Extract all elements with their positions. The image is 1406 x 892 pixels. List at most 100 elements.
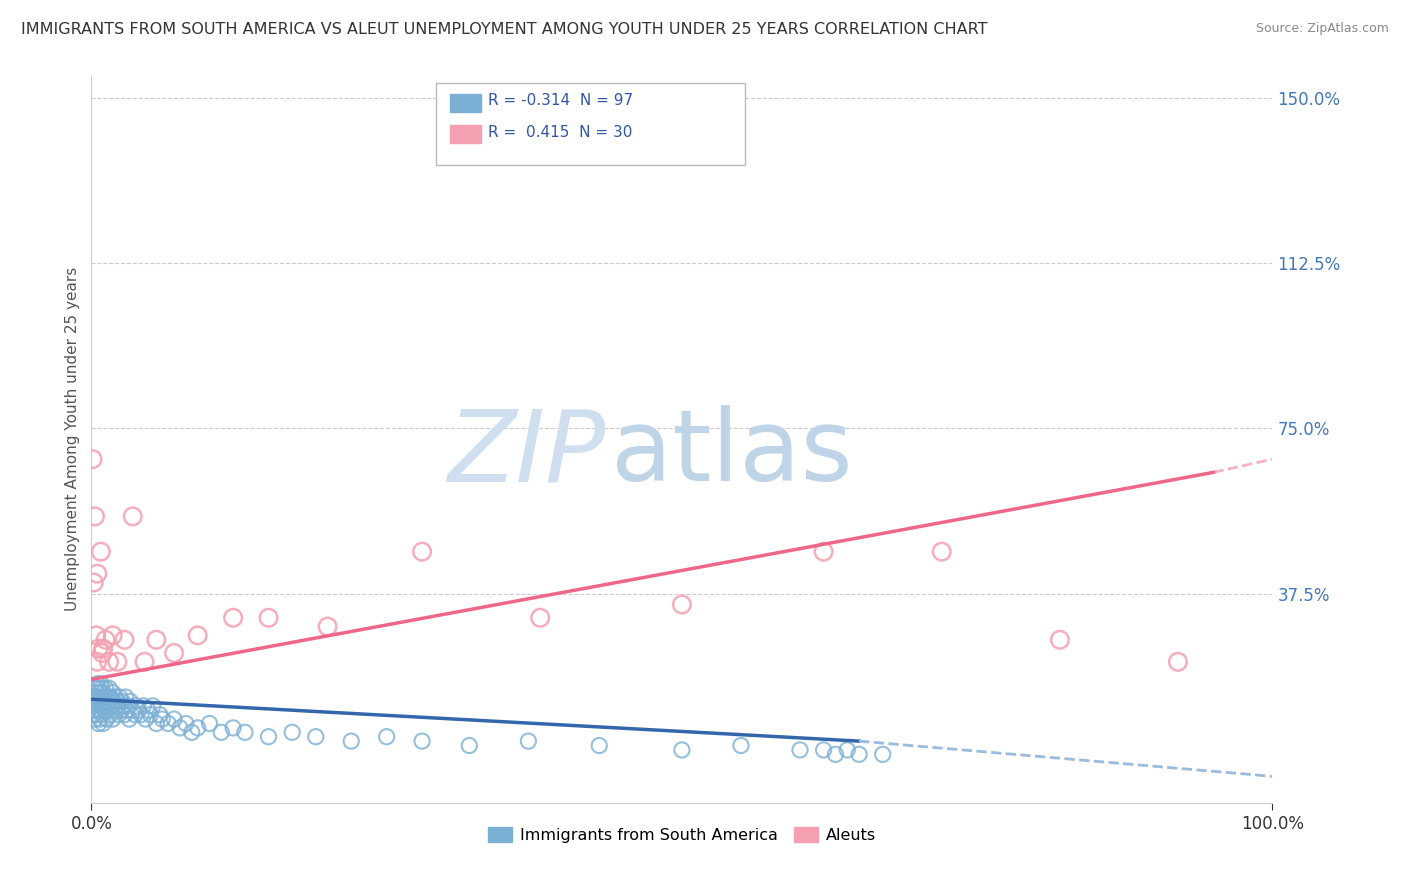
Point [91, 641, 114, 656]
Y-axis label: Unemployment Among Youth under 25 years: Unemployment Among Youth under 25 years [65, 268, 80, 611]
Point [837, 743, 859, 757]
Point [114, 707, 136, 722]
Point [671, 743, 693, 757]
Point [872, 747, 894, 762]
Point [93, 703, 115, 717]
Point [145, 632, 167, 647]
Point [90, 677, 112, 691]
Point [105, 694, 128, 708]
Point [136, 703, 159, 717]
Text: Source: ZipAtlas.com: Source: ZipAtlas.com [1256, 22, 1389, 36]
Text: IMMIGRANTS FROM SOUTH AMERICA VS ALEUT UNEMPLOYMENT AMONG YOUTH UNDER 25 YEARS C: IMMIGRANTS FROM SOUTH AMERICA VS ALEUT U… [21, 22, 987, 37]
Point [83, 690, 105, 704]
Point [169, 721, 191, 735]
Point [105, 698, 128, 713]
Point [813, 544, 835, 558]
Point [187, 721, 209, 735]
Point [222, 721, 245, 735]
Point [97, 690, 120, 704]
Point [97, 703, 120, 717]
Point [149, 707, 172, 722]
Point [91, 646, 114, 660]
Text: atlas: atlas [612, 405, 852, 502]
Point [112, 698, 135, 713]
Point [101, 628, 124, 642]
Point [84, 712, 107, 726]
Point [145, 716, 167, 731]
Point [94, 632, 117, 647]
Point [134, 655, 156, 669]
Point [82, 698, 104, 713]
Point [233, 725, 256, 739]
Point [340, 734, 363, 748]
Point [84, 509, 107, 524]
Point [84, 694, 107, 708]
Point [150, 712, 173, 726]
Point [90, 690, 112, 704]
Point [86, 655, 108, 669]
Point [82, 452, 104, 467]
Point [411, 544, 433, 558]
Point [118, 712, 141, 726]
Point [98, 681, 121, 696]
Point [98, 707, 121, 722]
Text: R =  0.415  N = 30: R = 0.415 N = 30 [488, 125, 633, 139]
Point [104, 703, 127, 717]
Point [87, 716, 110, 731]
Point [115, 703, 138, 717]
Point [86, 677, 108, 691]
Point [98, 690, 121, 704]
Point [128, 703, 150, 717]
Legend: Immigrants from South America, Aleuts: Immigrants from South America, Aleuts [482, 821, 882, 849]
Point [114, 632, 136, 647]
Point [98, 655, 121, 669]
Point [110, 703, 132, 717]
Point [90, 544, 112, 558]
Point [163, 646, 186, 660]
Point [124, 707, 146, 722]
Point [111, 694, 134, 708]
Point [187, 628, 209, 642]
Point [257, 730, 280, 744]
Point [375, 730, 398, 744]
Point [91, 716, 114, 731]
Point [91, 707, 114, 722]
Text: ZIP: ZIP [447, 405, 605, 502]
Point [87, 641, 110, 656]
Point [588, 739, 610, 753]
Point [813, 743, 835, 757]
Point [824, 747, 846, 762]
Point [222, 611, 245, 625]
Point [180, 725, 202, 739]
Point [174, 716, 197, 731]
Point [121, 509, 143, 524]
Point [101, 686, 124, 700]
Point [84, 681, 107, 696]
Point [90, 703, 112, 717]
Point [91, 698, 114, 713]
Text: R = -0.314  N = 97: R = -0.314 N = 97 [488, 94, 633, 108]
Point [305, 730, 328, 744]
Point [91, 686, 114, 700]
Point [98, 694, 121, 708]
Point [105, 655, 128, 669]
Point [107, 707, 129, 722]
Point [108, 690, 131, 704]
Point [458, 739, 481, 753]
Point [87, 681, 110, 696]
Point [198, 716, 221, 731]
Point [96, 712, 118, 726]
Point [96, 698, 118, 713]
Point [257, 611, 280, 625]
Point [93, 690, 115, 704]
Point [931, 544, 953, 558]
Point [163, 712, 186, 726]
Point [83, 575, 105, 590]
Point [91, 694, 114, 708]
Point [100, 698, 122, 713]
Point [86, 566, 108, 581]
Point [129, 707, 152, 722]
Point [94, 681, 117, 696]
Point [281, 725, 304, 739]
Point [121, 703, 143, 717]
